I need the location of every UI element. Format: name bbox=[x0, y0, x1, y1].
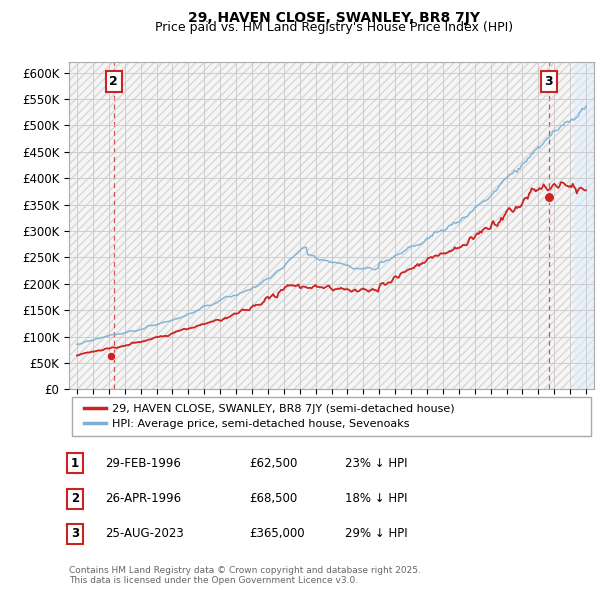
Text: Price paid vs. HM Land Registry's House Price Index (HPI): Price paid vs. HM Land Registry's House … bbox=[155, 21, 514, 34]
Text: 25-AUG-2023: 25-AUG-2023 bbox=[105, 527, 184, 540]
Text: 29, HAVEN CLOSE, SWANLEY, BR8 7JY: 29, HAVEN CLOSE, SWANLEY, BR8 7JY bbox=[188, 11, 481, 25]
Text: 26-APR-1996: 26-APR-1996 bbox=[105, 492, 181, 505]
Text: 3: 3 bbox=[71, 527, 79, 540]
Text: Contains HM Land Registry data © Crown copyright and database right 2025.
This d: Contains HM Land Registry data © Crown c… bbox=[69, 566, 421, 585]
Legend: 29, HAVEN CLOSE, SWANLEY, BR8 7JY (semi-detached house), HPI: Average price, sem: 29, HAVEN CLOSE, SWANLEY, BR8 7JY (semi-… bbox=[80, 400, 459, 433]
Text: 1: 1 bbox=[71, 457, 79, 470]
Text: 2: 2 bbox=[109, 75, 118, 88]
Text: 23% ↓ HPI: 23% ↓ HPI bbox=[345, 457, 407, 470]
Text: £365,000: £365,000 bbox=[249, 527, 305, 540]
Text: 18% ↓ HPI: 18% ↓ HPI bbox=[345, 492, 407, 505]
Text: £62,500: £62,500 bbox=[249, 457, 298, 470]
Text: 3: 3 bbox=[544, 75, 553, 88]
Text: 29-FEB-1996: 29-FEB-1996 bbox=[105, 457, 181, 470]
Bar bbox=[574, 62, 594, 389]
Text: 2: 2 bbox=[71, 492, 79, 505]
Text: 29% ↓ HPI: 29% ↓ HPI bbox=[345, 527, 407, 540]
FancyBboxPatch shape bbox=[71, 398, 592, 435]
Text: £68,500: £68,500 bbox=[249, 492, 297, 505]
